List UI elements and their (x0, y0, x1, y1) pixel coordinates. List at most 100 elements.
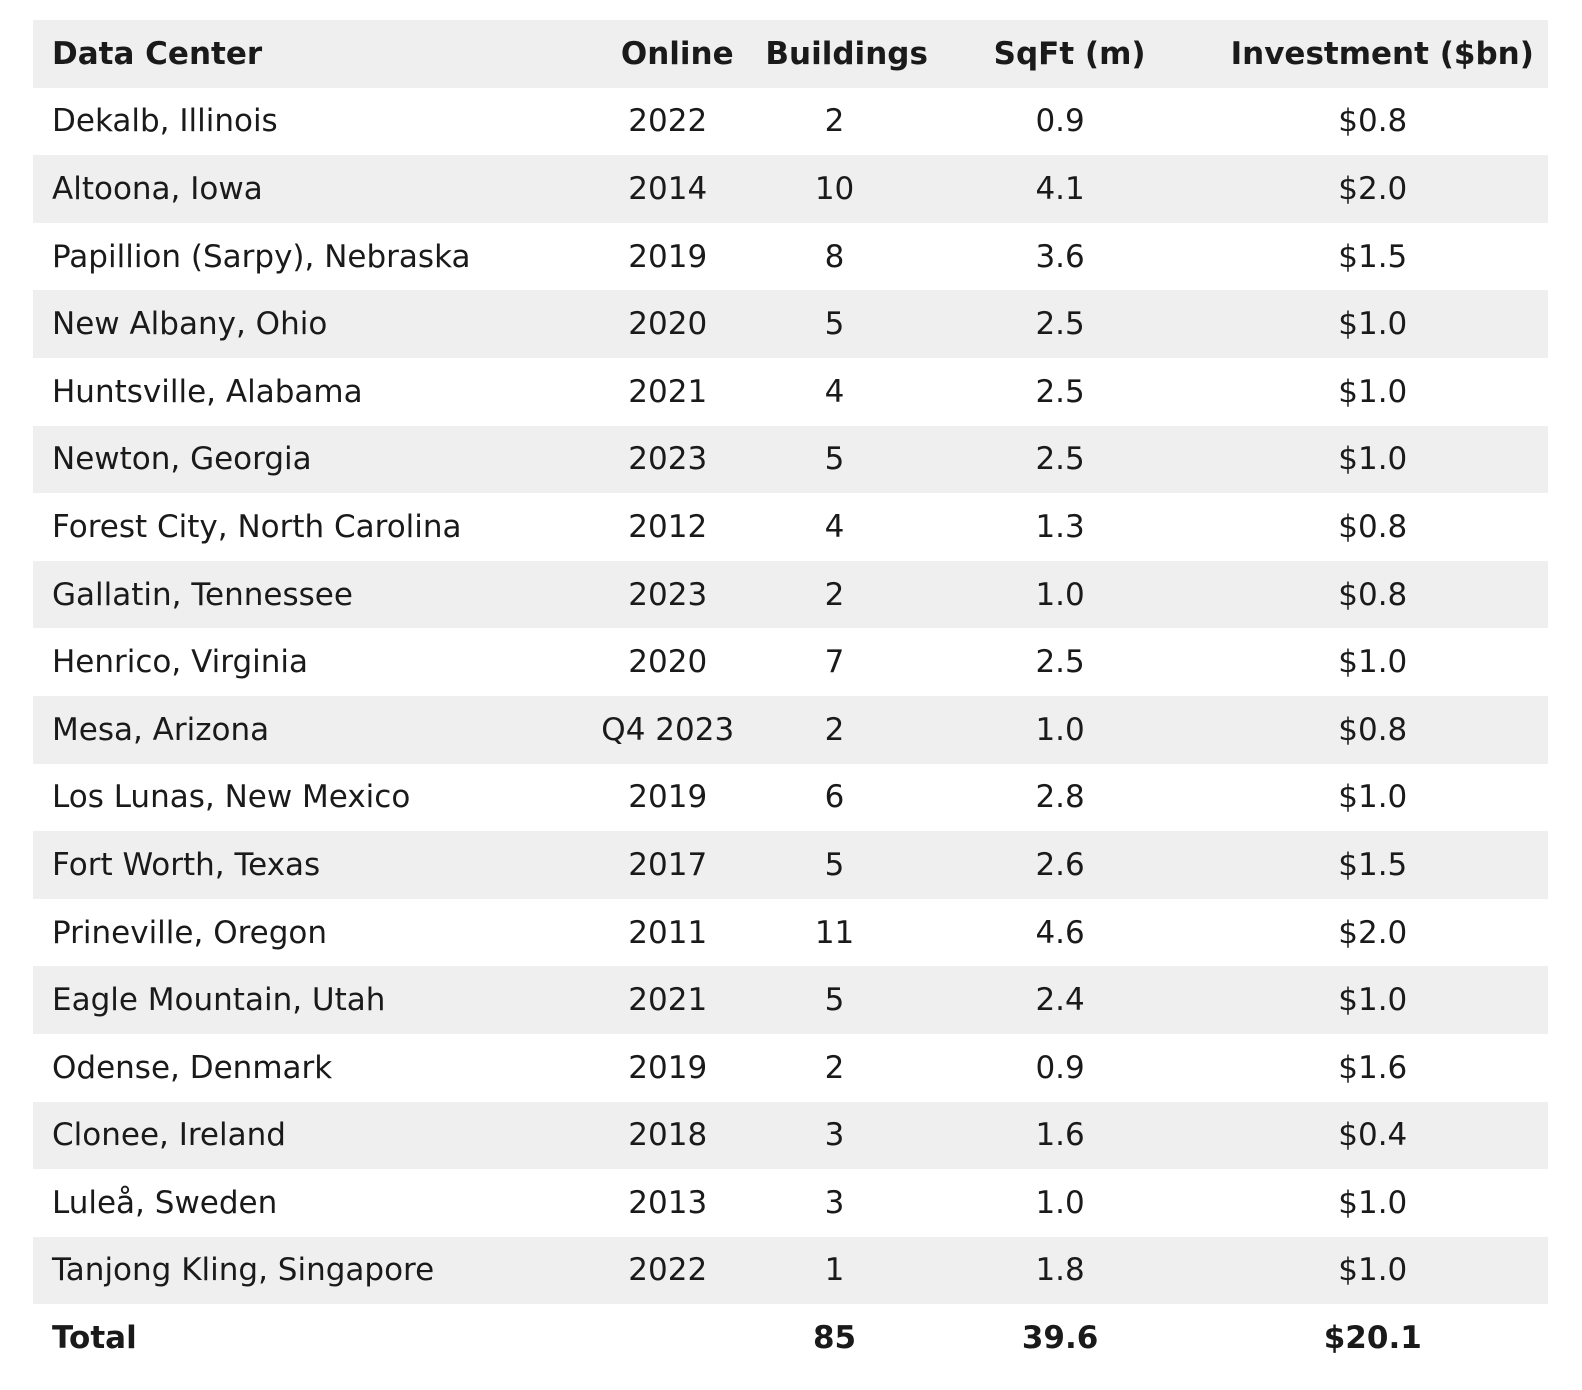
cell-buildings: 6 (824, 779, 845, 816)
total-buildings: 85 (812, 1320, 857, 1357)
table-row: Clonee, Ireland 2018 3 1.6 $0.4 (33, 1101, 1548, 1170)
cell-buildings: 3 (824, 1117, 845, 1154)
cell-data-center: Eagle Mountain, Utah (52, 982, 386, 1019)
cell-investment: $1.0 (1338, 441, 1408, 478)
cell-online: 2021 (628, 982, 708, 1019)
cell-sqft: 3.6 (1035, 238, 1085, 275)
total-online (589, 1304, 746, 1372)
cell-sqft: 2.4 (1035, 982, 1085, 1019)
cell-buildings: 4 (824, 373, 845, 410)
cell-online: 2019 (628, 779, 708, 816)
cell-buildings: 5 (824, 982, 845, 1019)
cell-investment: $1.0 (1338, 982, 1408, 1019)
cell-buildings: 7 (824, 644, 845, 681)
cell-buildings: 10 (814, 170, 855, 207)
cell-data-center: New Albany, Ohio (52, 306, 328, 343)
cell-sqft: 1.3 (1035, 508, 1085, 545)
cell-sqft: 2.8 (1035, 779, 1085, 816)
cell-investment: $1.0 (1338, 1184, 1408, 1221)
cell-online: 2011 (628, 914, 708, 951)
cell-online: Q4 2023 (601, 711, 735, 748)
cell-buildings: 3 (824, 1184, 845, 1221)
table-row: Odense, Denmark 2019 2 0.9 $1.6 (33, 1034, 1548, 1102)
cell-online: 2020 (628, 306, 708, 343)
header-online: Online (620, 35, 734, 72)
cell-data-center: Prineville, Oregon (52, 914, 328, 951)
table-row: Luleå, Sweden 2013 3 1.0 $1.0 (33, 1169, 1548, 1237)
cell-sqft: 2.6 (1035, 846, 1085, 883)
table-row: Henrico, Virginia 2020 7 2.5 $1.0 (33, 628, 1548, 696)
cell-online: 2023 (628, 576, 708, 613)
cell-buildings: 2 (824, 103, 845, 140)
cell-buildings: 4 (824, 508, 845, 545)
cell-investment: $0.8 (1338, 103, 1408, 140)
cell-investment: $1.5 (1338, 846, 1408, 883)
table-header: Data Center Online Buildings SqFt (m) In… (33, 20, 1548, 88)
table-body: Dekalb, Illinois 2022 2 0.9 $0.8 Altoona, Iow… (33, 88, 1548, 1305)
table-row: Los Lunas, New Mexico 2019 6 2.8 $1.0 (33, 764, 1548, 832)
header-sqft: SqFt (m) (993, 35, 1146, 72)
cell-data-center: Gallatin, Tennessee (52, 576, 353, 613)
cell-online: 2012 (628, 508, 708, 545)
table-row: Dekalb, Illinois 2022 2 0.9 $0.8 (33, 88, 1548, 156)
cell-online: 2019 (628, 1049, 708, 1086)
cell-sqft: 1.8 (1035, 1252, 1085, 1289)
cell-sqft: 1.0 (1035, 711, 1085, 748)
cell-buildings: 8 (824, 238, 845, 275)
cell-sqft: 2.5 (1035, 644, 1085, 681)
cell-data-center: Fort Worth, Texas (52, 846, 321, 883)
cell-investment: $1.0 (1338, 644, 1408, 681)
cell-investment: $0.8 (1338, 576, 1408, 613)
cell-data-center: Newton, Georgia (52, 441, 312, 478)
cell-sqft: 0.9 (1035, 1049, 1085, 1086)
data-center-table-container: Data Center Online Buildings SqFt (m) In… (33, 20, 1548, 1372)
cell-investment: $1.5 (1338, 238, 1408, 275)
total-investment: $20.1 (1323, 1320, 1422, 1357)
total-row: Total 85 39.6 $20.1 (33, 1304, 1548, 1372)
cell-buildings: 1 (824, 1252, 845, 1289)
cell-online: 2019 (628, 238, 708, 275)
cell-sqft: 4.1 (1035, 170, 1085, 207)
table-row: Prineville, Oregon 2011 11 4.6 $2.0 (33, 899, 1548, 967)
cell-data-center: Huntsville, Alabama (52, 373, 363, 410)
cell-sqft: 2.5 (1035, 306, 1085, 343)
cell-buildings: 2 (824, 576, 845, 613)
cell-buildings: 2 (824, 711, 845, 748)
table-row: Altoona, Iowa 2014 10 4.1 $2.0 (33, 155, 1548, 223)
cell-sqft: 2.5 (1035, 373, 1085, 410)
cell-online: 2020 (628, 644, 708, 681)
table-row: Mesa, Arizona Q4 2023 2 1.0 $0.8 (33, 695, 1548, 764)
cell-data-center: Dekalb, Illinois (52, 103, 278, 140)
cell-online: 2013 (628, 1184, 708, 1221)
cell-investment: $1.0 (1338, 306, 1408, 343)
cell-buildings: 5 (824, 846, 845, 883)
cell-buildings: 2 (824, 1049, 845, 1086)
table-row: Eagle Mountain, Utah 2021 5 2.4 $1.0 (33, 966, 1548, 1034)
cell-data-center: Clonee, Ireland (52, 1117, 286, 1154)
total-label: Total (52, 1320, 137, 1357)
header-data-center: Data Center (52, 35, 263, 72)
cell-online: 2017 (628, 846, 708, 883)
table-row: Huntsville, Alabama 2021 4 2.5 $1.0 (33, 358, 1548, 426)
cell-investment: $2.0 (1338, 170, 1408, 207)
table-row: Newton, Georgia 2023 5 2.5 $1.0 (33, 425, 1548, 494)
table-row: Gallatin, Tennessee 2023 2 1.0 $0.8 (33, 560, 1548, 629)
table-row: Tanjong Kling, Singapore 2022 1 1.8 $1.0 (33, 1236, 1548, 1305)
data-center-table: Data Center Online Buildings SqFt (m) In… (33, 20, 1548, 1372)
header-buildings: Buildings (765, 35, 928, 72)
cell-data-center: Papillion (Sarpy), Nebraska (52, 238, 471, 275)
cell-online: 2014 (628, 170, 708, 207)
table-row: Papillion (Sarpy), Nebraska 2019 8 3.6 $1.5 (33, 223, 1548, 291)
cell-data-center: Henrico, Virginia (52, 644, 308, 681)
cell-online: 2022 (628, 1252, 708, 1289)
header-investment: Investment ($bn) (1230, 35, 1534, 72)
table-footer: Total 85 39.6 $20.1 (33, 1304, 1548, 1372)
cell-investment: $2.0 (1338, 914, 1408, 951)
header-row: Data Center Online Buildings SqFt (m) In… (33, 20, 1548, 88)
cell-online: 2021 (628, 373, 708, 410)
table-row: Forest City, North Carolina 2012 4 1.3 $0.8 (33, 493, 1548, 561)
cell-investment: $0.8 (1338, 711, 1408, 748)
cell-investment: $0.4 (1338, 1117, 1408, 1154)
cell-sqft: 2.5 (1035, 441, 1085, 478)
cell-buildings: 11 (814, 914, 855, 951)
